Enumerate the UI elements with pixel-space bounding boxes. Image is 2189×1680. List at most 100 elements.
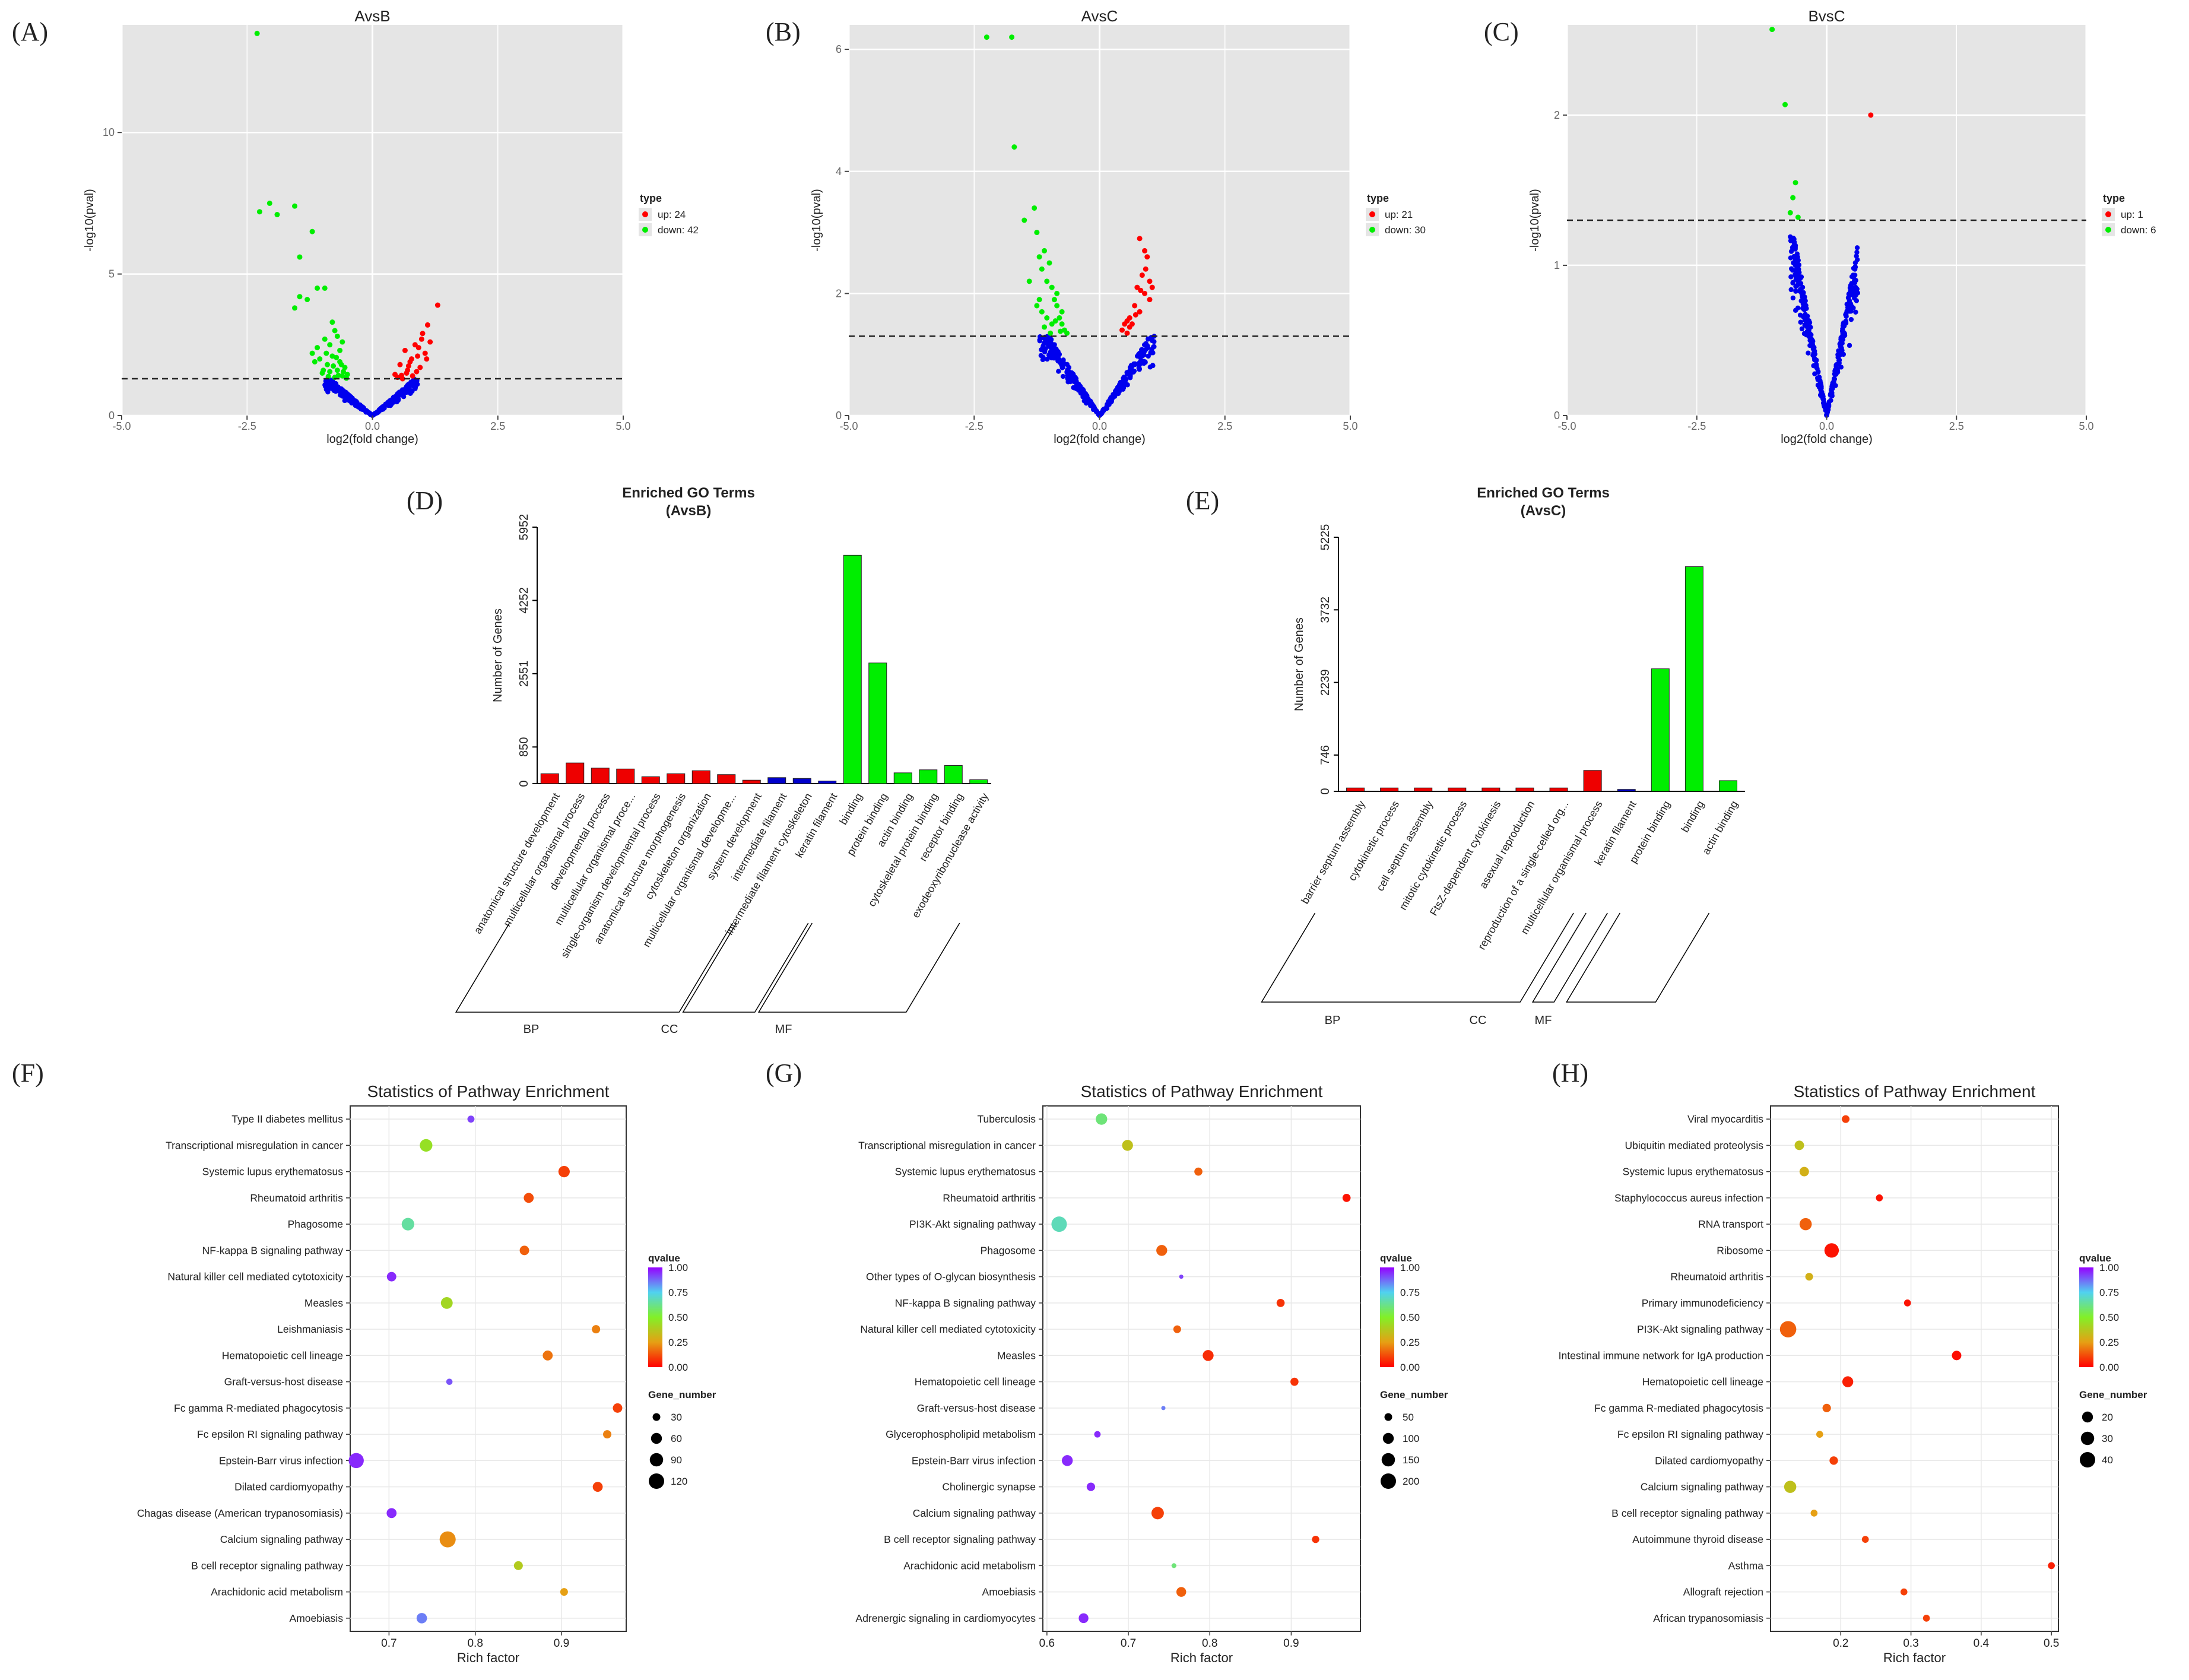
y-tick-label: 4252 xyxy=(518,587,531,614)
pathway-bubble xyxy=(1176,1587,1186,1597)
pathway-bubble xyxy=(1900,1588,1908,1596)
down-point xyxy=(327,342,333,348)
ns-point xyxy=(1788,249,1794,254)
pathway-bubble xyxy=(1842,1115,1850,1123)
x-tick-label: 2.5 xyxy=(490,420,505,432)
up-point xyxy=(402,347,408,353)
go-bar xyxy=(1684,566,1703,792)
pathway-label: Rheumatoid arthritis xyxy=(943,1192,1036,1204)
up-point xyxy=(1147,297,1153,303)
x-tick-label: 0.9 xyxy=(554,1637,569,1650)
ns-point xyxy=(1795,254,1800,260)
down-point xyxy=(337,347,343,353)
pathway-label: Calcium signaling pathway xyxy=(1641,1481,1763,1493)
down-point xyxy=(1044,278,1050,284)
pathway-label: Hematopoietic cell lineage xyxy=(1642,1376,1763,1388)
x-tick-label: 0.7 xyxy=(381,1637,396,1650)
down-point xyxy=(309,350,315,356)
go-bar-chart-avsc: Enriched GO Terms (AvsC) 0 746 2239 3732 5225 N… xyxy=(1261,485,1745,1027)
size-legend-marker xyxy=(1381,1473,1396,1489)
ns-point xyxy=(1102,406,1107,412)
ns-point xyxy=(1844,308,1849,314)
go-bar xyxy=(868,663,887,784)
x-tick-label: -5.0 xyxy=(112,420,131,432)
pathway-label: Phagosome xyxy=(981,1244,1036,1256)
pathway-bubble xyxy=(1086,1482,1096,1491)
ns-point xyxy=(1064,369,1070,375)
go-term-label: mitotic cytokinetic process xyxy=(1397,798,1469,912)
down-point xyxy=(1787,210,1793,215)
down-point xyxy=(1059,321,1065,327)
ns-point xyxy=(1056,369,1061,374)
chart-title: AvsB xyxy=(354,7,390,25)
size-legend-marker xyxy=(1384,1413,1392,1421)
up-point xyxy=(1119,327,1125,333)
ns-point xyxy=(1788,255,1794,261)
ns-point xyxy=(1810,346,1816,351)
ns-point xyxy=(342,389,348,395)
go-bar xyxy=(1414,787,1433,792)
pathway-bubble xyxy=(1794,1140,1804,1150)
ns-point xyxy=(1127,372,1132,378)
ns-point xyxy=(1790,236,1796,242)
ns-point xyxy=(1819,394,1825,399)
pathway-label: Epstein-Barr virus infection xyxy=(912,1454,1036,1466)
x-tick-label: 0.2 xyxy=(1833,1637,1848,1650)
down-point xyxy=(317,356,323,362)
pathway-bubble xyxy=(1171,1563,1176,1568)
x-tick-label: 5.0 xyxy=(2079,420,2093,432)
down-point xyxy=(340,373,345,379)
pathway-bubble xyxy=(1096,1113,1108,1125)
pathway-label: PI3K-Akt signaling pathway xyxy=(909,1218,1036,1230)
x-tick-label: 5.0 xyxy=(616,420,630,432)
go-bar xyxy=(1346,787,1365,792)
go-bar xyxy=(1583,770,1602,792)
legend-down-label: down: 42 xyxy=(658,224,699,236)
up-point xyxy=(1137,309,1143,315)
pathway-label: Hematopoietic cell lineage xyxy=(915,1376,1036,1388)
pathway-label: Fc epsilon RI signaling pathway xyxy=(1617,1428,1763,1440)
y-tick-label: 2239 xyxy=(1319,669,1332,696)
up-point xyxy=(415,353,421,359)
pathway-bubble xyxy=(1822,1403,1831,1412)
up-point xyxy=(417,364,423,370)
colorbar-tick-label: 0.75 xyxy=(2099,1287,2119,1298)
up-point xyxy=(1144,254,1150,260)
up-point xyxy=(408,356,414,362)
up-point xyxy=(434,302,440,308)
x-tick-label: -2.5 xyxy=(965,420,984,432)
pathway-bubble xyxy=(1203,1350,1214,1361)
qvalue-colorbar xyxy=(1380,1267,1394,1367)
down-point xyxy=(304,297,310,303)
pathway-bubble xyxy=(603,1430,612,1439)
pathway-label: Calcium signaling pathway xyxy=(913,1507,1036,1519)
colorbar-tick-label: 0.75 xyxy=(1400,1287,1420,1298)
down-point xyxy=(1795,214,1801,220)
ns-point xyxy=(1093,408,1099,413)
go-bar-chart-avsb: Enriched GO Terms (AvsB) 0 850 2551 4252 5952 N… xyxy=(455,485,991,1036)
chart-title: Statistics of Pathway Enrichment xyxy=(367,1082,610,1101)
size-legend-marker xyxy=(2080,1431,2095,1446)
pathway-bubble xyxy=(1173,1325,1181,1333)
ns-point xyxy=(1809,341,1814,346)
down-point xyxy=(322,336,328,342)
colorbar-tick-label: 0.25 xyxy=(1400,1337,1420,1348)
ns-point xyxy=(1798,319,1803,325)
pathway-bubble xyxy=(420,1139,433,1152)
ns-point xyxy=(331,385,336,391)
pathway-bubble xyxy=(1276,1299,1285,1307)
pathway-label: Fc epsilon RI signaling pathway xyxy=(197,1428,343,1440)
up-point xyxy=(1142,290,1148,296)
pathway-bubble xyxy=(1151,1507,1164,1520)
down-point xyxy=(334,354,340,360)
pathway-bubble xyxy=(2048,1562,2055,1570)
down-point xyxy=(297,294,303,300)
x-tick-label: 0.0 xyxy=(1092,420,1107,432)
up-point xyxy=(424,356,430,362)
ns-point xyxy=(391,394,396,400)
pathway-label: Intestinal immune network for IgA produc… xyxy=(1559,1349,1763,1361)
pathway-bubble xyxy=(440,1297,453,1309)
ns-point xyxy=(1814,357,1819,363)
